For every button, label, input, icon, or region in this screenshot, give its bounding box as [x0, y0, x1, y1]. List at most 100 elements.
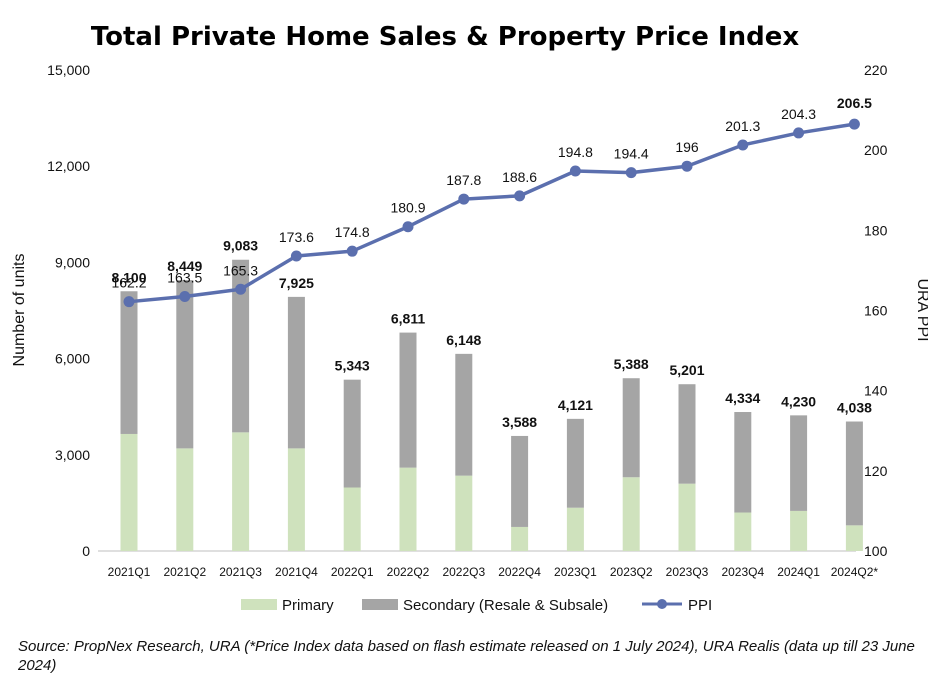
bar-primary — [232, 432, 250, 551]
x-tick-label: 2021Q2 — [163, 565, 206, 579]
bar-secondary — [566, 418, 584, 508]
ppi-point — [458, 193, 470, 205]
bar-total-label: 7,925 — [279, 275, 314, 291]
y2-tick-label: 120 — [864, 463, 888, 479]
y2-tick-label: 180 — [864, 222, 888, 238]
ppi-point — [793, 127, 805, 139]
legend-label-secondary: Secondary (Resale & Subsale) — [403, 597, 608, 614]
ppi-value-label: 194.8 — [558, 144, 593, 160]
ppi-value-label: 188.6 — [502, 169, 537, 185]
bar-primary — [343, 487, 361, 551]
bar-secondary — [511, 435, 529, 527]
x-tick-label: 2023Q3 — [666, 565, 709, 579]
y-tick-label: 9,000 — [55, 254, 90, 270]
x-tick-label: 2023Q2 — [610, 565, 653, 579]
ppi-point — [848, 118, 860, 130]
y-tick-label: 0 — [82, 543, 90, 559]
ppi-value-label: 165.3 — [223, 262, 258, 278]
ppi-series — [123, 118, 860, 308]
x-tick-label: 2021Q4 — [275, 565, 318, 579]
bar-secondary — [734, 412, 752, 513]
bar-primary — [176, 448, 194, 551]
bar-total-label: 5,343 — [335, 358, 370, 374]
ppi-point — [123, 296, 135, 308]
bar-primary — [845, 525, 863, 551]
ppi-value-label: 201.3 — [725, 118, 760, 134]
x-tick-label: 2022Q4 — [498, 565, 541, 579]
x-tick-label: 2021Q1 — [108, 565, 151, 579]
bar-secondary — [790, 415, 808, 511]
y-tick-label: 3,000 — [55, 447, 90, 463]
bar-total-label: 4,334 — [725, 390, 760, 406]
legend-swatch-primary — [241, 599, 277, 610]
bar-total-label: 3,588 — [502, 414, 537, 430]
ppi-value-label: 180.9 — [390, 200, 425, 216]
legend-swatch-secondary — [362, 599, 398, 610]
y2-axis-label: URA PPI — [914, 278, 928, 341]
y2-axis-ticks: 100 120 140 160 180 200 220 — [864, 62, 888, 559]
x-tick-label: 2023Q4 — [721, 565, 764, 579]
ppi-value-label: 187.8 — [446, 172, 481, 188]
legend: Primary Secondary (Resale & Subsale) PPI — [241, 597, 712, 614]
bar-total-label: 8,449 — [167, 258, 202, 274]
x-tick-label: 2022Q3 — [442, 565, 485, 579]
bars — [120, 259, 863, 551]
ppi-point — [569, 165, 581, 177]
bar-total-label: 5,201 — [669, 362, 704, 378]
bar-primary — [790, 510, 808, 551]
bar-total-label: 4,230 — [781, 393, 816, 409]
ppi-point — [346, 245, 358, 257]
bar-total-label: 6,148 — [446, 332, 481, 348]
x-axis-ticks: 2021Q1 2021Q2 2021Q3 2021Q4 2022Q1 2022Q2 2022… — [108, 565, 879, 579]
ppi-value-label: 163.5 — [167, 269, 202, 285]
bar-secondary — [120, 291, 138, 434]
x-tick-label: 2022Q1 — [331, 565, 374, 579]
bar-total-label: 4,038 — [837, 400, 872, 416]
y2-tick-label: 160 — [864, 303, 888, 319]
bar-total-label: 4,121 — [558, 397, 593, 413]
ppi-value-label: 206.5 — [837, 95, 872, 111]
y2-tick-label: 220 — [864, 62, 888, 78]
ppi-value-label: 204.3 — [781, 106, 816, 122]
bar-total-label: 8,100 — [111, 269, 146, 285]
legend-label-primary: Primary — [282, 597, 334, 614]
legend-marker-ppi — [657, 599, 667, 609]
bar-secondary — [232, 259, 250, 433]
y2-tick-label: 100 — [864, 543, 888, 559]
ppi-point — [402, 221, 414, 233]
bar-primary — [455, 475, 473, 551]
ppi-value-label: 162.2 — [111, 275, 146, 291]
y2-tick-label: 200 — [864, 142, 888, 158]
bar-primary — [622, 477, 640, 551]
ppi-point — [737, 139, 749, 151]
bar-primary — [678, 483, 696, 551]
bar-secondary — [455, 353, 473, 476]
bar-secondary — [176, 280, 194, 449]
bar-primary — [399, 467, 417, 551]
y-axis-ticks: 0 3,000 6,000 9,000 12,000 15,000 — [47, 62, 90, 559]
ppi-value-labels: 162.2 163.5 165.3 173.6 174.8 180.9 187.8 188.6… — [111, 95, 872, 291]
bar-total-label: 9,083 — [223, 238, 258, 254]
ppi-point — [681, 160, 693, 172]
bar-primary — [734, 512, 752, 551]
x-tick-label: 2021Q3 — [219, 565, 262, 579]
bar-total-label: 6,811 — [391, 311, 425, 327]
bar-primary — [566, 507, 584, 551]
ppi-point — [290, 250, 302, 262]
source-note: Source: PropNex Research, URA (*Price In… — [18, 638, 915, 674]
bar-primary — [511, 526, 529, 551]
bar-total-label: 5,388 — [614, 356, 649, 372]
bar-secondary — [622, 378, 640, 478]
y-tick-label: 6,000 — [55, 351, 90, 367]
bar-secondary — [287, 296, 305, 449]
ppi-point — [625, 167, 637, 179]
bar-secondary — [343, 379, 361, 488]
bar-secondary — [399, 332, 417, 468]
sales-ppi-chart: Total Private Home Sales & Property Pric… — [11, 22, 928, 614]
ppi-point — [179, 290, 191, 302]
ppi-value-label: 173.6 — [279, 229, 314, 245]
ppi-point — [235, 283, 247, 295]
x-tick-label: 2023Q1 — [554, 565, 597, 579]
bar-primary — [120, 433, 138, 551]
ppi-value-label: 196 — [675, 139, 699, 155]
